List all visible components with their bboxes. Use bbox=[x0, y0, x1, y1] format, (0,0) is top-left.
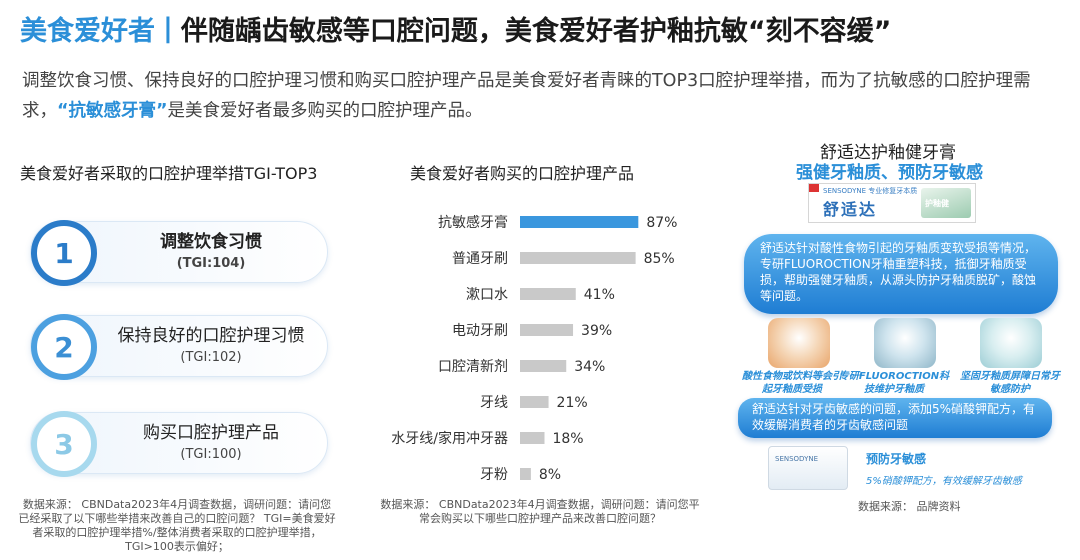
title-separator: | bbox=[163, 12, 173, 44]
feature-caption-2: 专研FLUOROCTION科技维护牙釉质 bbox=[838, 371, 950, 395]
rank-badge-2: 2 bbox=[31, 314, 97, 380]
bar-value-label: 87% bbox=[646, 215, 677, 231]
box-mini-text: SENSODYNE 专业修复牙本质 bbox=[823, 187, 918, 195]
toothpaste-tube-image: SENSODYNE bbox=[768, 446, 848, 490]
measure-card-1: 1 调整饮食习惯 (TGI:104) bbox=[30, 220, 328, 286]
product-slogan: 强健牙釉质、预防牙敏感 bbox=[796, 163, 983, 183]
bar bbox=[520, 288, 576, 300]
tube-label: 护釉健 bbox=[925, 199, 949, 208]
measure-name-2: 保持良好的口腔护理习惯 bbox=[117, 326, 305, 346]
measure-tgi-2: (TGI:102) bbox=[180, 350, 242, 365]
title-brand: 美食爱好者 bbox=[20, 15, 155, 47]
bar-category-label: 电动牙刷 bbox=[452, 323, 508, 339]
product-box-image: SENSODYNE 专业修复牙本质 舒适达 护釉健 bbox=[808, 183, 976, 223]
box-logo: 舒适达 bbox=[823, 200, 878, 219]
bar-value-label: 34% bbox=[574, 359, 605, 375]
rank-badge-1: 1 bbox=[31, 220, 97, 286]
enamel-barrier-image bbox=[980, 318, 1042, 368]
measure-card-2: 2 保持良好的口腔护理习惯 (TGI:102) bbox=[30, 314, 328, 380]
bar-value-label: 39% bbox=[581, 323, 612, 339]
product-data-source: 数据来源： 品牌资料 bbox=[858, 500, 961, 513]
bar bbox=[520, 324, 574, 336]
tube2-label: SENSODYNE bbox=[775, 455, 818, 463]
measure-tgi-1: (TGI:104) bbox=[176, 256, 246, 271]
bar-category-label: 抗敏感牙膏 bbox=[438, 214, 508, 231]
bar bbox=[520, 396, 549, 408]
feature-caption-1: 酸性食物或饮料等会引起牙釉质受损 bbox=[742, 371, 842, 395]
bar-category-label: 口腔清新剂 bbox=[438, 359, 508, 375]
intro-text-before: 调整饮食习惯、保持良好的口腔护理习惯和购买口腔护理产品是美食爱好者青睐的TOP3… bbox=[22, 71, 1031, 121]
intro-highlight: “抗敏感牙膏” bbox=[57, 101, 168, 121]
product-bar-chart: 抗敏感牙膏 87% 普通牙刷 85% 漱口水 41% 电动牙刷 39% 口腔清新剂 34% 牙线 21… bbox=[391, 214, 677, 483]
bar bbox=[520, 216, 639, 228]
bar-category-label: 漱口水 bbox=[466, 287, 508, 303]
measure-name-1: 调整饮食习惯 bbox=[160, 232, 262, 252]
page-title: 美食爱好者 | 伴随龋齿敏感等口腔问题，美食爱好者护釉抗敏“刻不容缓” bbox=[20, 8, 891, 48]
brand-tag-icon bbox=[809, 184, 819, 192]
chart-title: 美食爱好者购买的口腔护理产品 bbox=[410, 164, 635, 183]
left-data-source: 数据来源： CBNData2023年4月调查数据，调研问题：请问您已经采取了以下… bbox=[18, 498, 336, 553]
measure-card-3: 3 购买口腔护理产品 (TGI:100) bbox=[30, 411, 328, 477]
bar-value-label: 85% bbox=[644, 251, 675, 267]
bar bbox=[520, 432, 545, 444]
intro-paragraph: 调整饮食习惯、保持良好的口腔护理习惯和购买口腔护理产品是美食爱好者青睐的TOP3… bbox=[22, 66, 1062, 126]
sensitivity-benefit-bubble: 舒适达针对牙齿敏感的问题，添加5%硝酸钾配方，有效缓解消费者的牙齿敏感问题 bbox=[738, 398, 1052, 438]
toothpaste-tube-icon: 护釉健 bbox=[921, 188, 971, 218]
bar-value-label: 21% bbox=[557, 395, 588, 411]
measure-tgi-3: (TGI:100) bbox=[180, 447, 242, 462]
acid-erosion-image bbox=[768, 318, 830, 368]
bar-category-label: 牙粉 bbox=[480, 467, 508, 483]
chart-data-source: 数据来源： CBNData2023年4月调查数据，调研问题：请问您平常会购买以下… bbox=[380, 498, 700, 525]
bar bbox=[520, 360, 567, 372]
bar bbox=[520, 468, 531, 480]
bar-value-label: 8% bbox=[539, 467, 561, 483]
bar-category-label: 牙线 bbox=[480, 395, 508, 411]
sensitivity-caption-sub: 5%硝酸钾配方，有效缓解牙齿敏感 bbox=[866, 476, 1022, 487]
measure-name-3: 购买口腔护理产品 bbox=[143, 423, 279, 443]
fluoroction-tech-image bbox=[874, 318, 936, 368]
bar bbox=[520, 252, 636, 264]
rank-badge-3: 3 bbox=[31, 411, 97, 477]
bar-category-label: 普通牙刷 bbox=[452, 251, 508, 267]
bar-value-label: 18% bbox=[552, 431, 583, 447]
bar-category-label: 水牙线/家用冲牙器 bbox=[391, 430, 508, 447]
left-section-title: 美食爱好者采取的口腔护理举措TGI-TOP3 bbox=[20, 164, 318, 183]
title-headline: 伴随龋齿敏感等口腔问题，美食爱好者护釉抗敏“刻不容缓” bbox=[180, 15, 892, 47]
intro-text-after: 是美食爱好者最多购买的口腔护理产品。 bbox=[167, 101, 483, 121]
product-name: 舒适达护釉健牙膏 bbox=[820, 143, 956, 163]
sensitivity-caption-title: 预防牙敏感 bbox=[866, 452, 927, 466]
feature-caption-3: 坚固牙釉质屏障日常牙敏感防护 bbox=[960, 371, 1060, 395]
enamel-benefit-bubble: 舒适达针对酸性食物引起的牙釉质变软受损等情况，专研FLUOROCTION牙釉重塑… bbox=[744, 234, 1058, 314]
bar-value-label: 41% bbox=[584, 287, 615, 303]
